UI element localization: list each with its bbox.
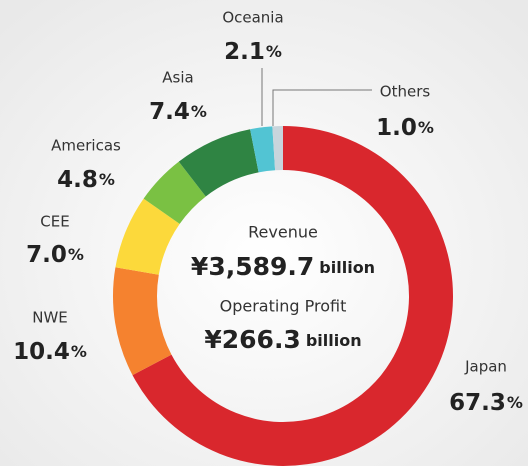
donut-slice <box>272 126 283 171</box>
category-label: Americas <box>51 137 121 155</box>
center-label: Revenue <box>248 223 318 242</box>
category-label: CEE <box>40 213 69 231</box>
value-unit: % <box>266 42 282 61</box>
center-number: ¥266.3 <box>204 325 300 354</box>
donut-slice <box>115 198 180 275</box>
donut-slice <box>178 129 259 197</box>
value-number: 7.4 <box>149 99 190 125</box>
category-label: Japan <box>464 358 507 376</box>
value-number: 2.1 <box>224 39 265 65</box>
value-label: 10.4% <box>13 339 87 365</box>
center-unit: billion <box>306 331 362 350</box>
center-value: ¥3,589.7 billion <box>191 252 375 281</box>
value-number: 1.0 <box>376 115 417 141</box>
category-label: Others <box>380 83 431 101</box>
value-unit: % <box>71 342 87 361</box>
value-label: 1.0% <box>376 115 434 141</box>
donut-slice <box>113 267 172 376</box>
category-label: NWE <box>32 309 68 327</box>
donut-slice <box>250 126 276 173</box>
value-number: 67.3 <box>449 390 506 416</box>
value-number: 10.4 <box>13 339 70 365</box>
value-unit: % <box>191 102 207 121</box>
value-unit: % <box>507 393 523 412</box>
center-label: Operating Profit <box>220 297 347 316</box>
value-label: 7.0% <box>26 242 84 268</box>
leader-line <box>272 89 372 126</box>
value-unit: % <box>99 170 115 189</box>
center-unit: billion <box>319 258 375 277</box>
value-label: 4.8% <box>57 167 115 193</box>
value-label: 7.4% <box>149 99 207 125</box>
category-label: Asia <box>162 69 193 87</box>
value-unit: % <box>418 118 434 137</box>
center-value: ¥266.3 billion <box>204 325 361 354</box>
center-number: ¥3,589.7 <box>191 252 314 281</box>
value-unit: % <box>68 245 84 264</box>
category-label: Oceania <box>222 9 283 27</box>
value-label: 67.3% <box>449 390 523 416</box>
donut-slice <box>143 161 206 224</box>
value-number: 7.0 <box>26 242 67 268</box>
value-label: 2.1% <box>224 39 282 65</box>
value-number: 4.8 <box>57 167 98 193</box>
